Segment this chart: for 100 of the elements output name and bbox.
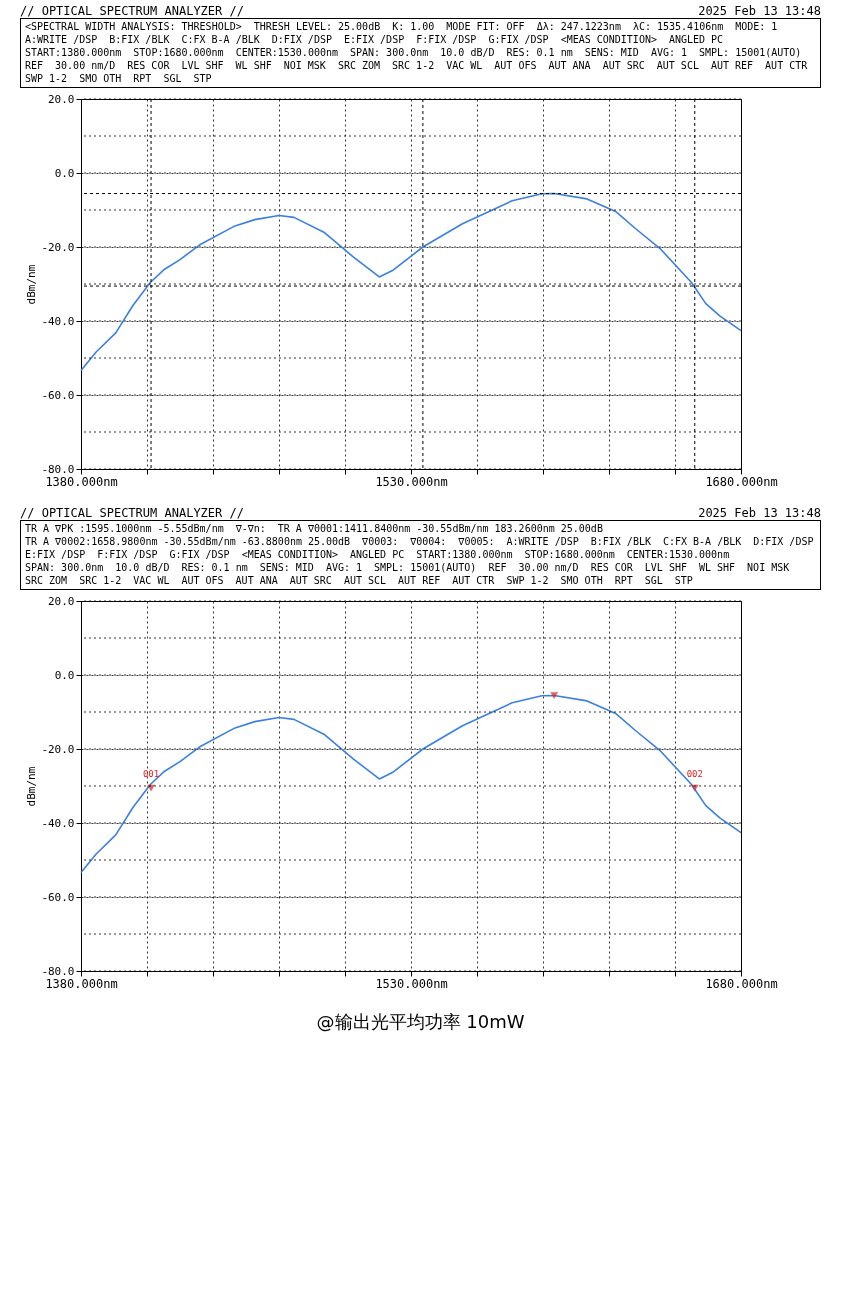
text: VAC WL xyxy=(446,60,483,72)
text: START:1380.000nm xyxy=(25,47,122,59)
text: TR A ∇0001:1411.8400nm -30.55dBm/nm 183.2600nm 25.00dB xyxy=(277,523,603,535)
y-tick-label: -40.0 xyxy=(41,314,75,328)
text: MODE: 1 xyxy=(735,21,778,33)
text: RES: 0.1 nm xyxy=(506,47,573,59)
text: F:FIX /DSP xyxy=(416,34,477,46)
text: C:FX B-A /BLK xyxy=(662,536,742,548)
text: G:FIX /DSP xyxy=(488,34,549,46)
text: ANGLED PC xyxy=(668,34,724,46)
text: SMPL: 15001(AUTO) xyxy=(374,562,477,574)
text: A:WRITE /DSP xyxy=(25,34,98,46)
text: <SPECTRAL WIDTH ANALYSIS: THRESHOLD> xyxy=(25,21,242,33)
text: CENTER:1530.000nm xyxy=(235,47,338,59)
text: SPAN: 300.0nm xyxy=(350,47,429,59)
text: STP xyxy=(674,575,693,587)
text: SPAN: 300.0nm xyxy=(25,562,104,574)
text: Δλ: 247.1223nm xyxy=(536,21,621,33)
y-tick-label: 20.0 xyxy=(48,92,75,106)
x-tick-label: 1530.000nm xyxy=(375,976,448,991)
text: LVL SHF xyxy=(181,60,224,72)
chart-title: // OPTICAL SPECTRUM ANALYZER // xyxy=(20,506,244,520)
text: RPT xyxy=(133,73,152,85)
text: STOP:1680.000nm xyxy=(524,549,615,561)
line-series xyxy=(80,192,742,372)
text: RES COR xyxy=(590,562,633,574)
text: 10.0 dB/D xyxy=(440,47,495,59)
text: AVG: 1 xyxy=(650,47,688,59)
y-tick-label: -80.0 xyxy=(41,964,75,978)
y-tick-label: -20.0 xyxy=(41,742,75,756)
text: ∇0003: xyxy=(362,536,399,548)
y-tick-label: 20.0 xyxy=(48,594,75,608)
text: 30.00 nm/D xyxy=(518,562,579,574)
y-axis-title: dBm/nm xyxy=(25,766,39,807)
text: SRC ZOM xyxy=(25,575,68,587)
text: AUT SCL xyxy=(656,60,699,72)
text: ∇0004: xyxy=(410,536,447,548)
text: AUT REF xyxy=(710,60,754,72)
text: SGL xyxy=(163,73,182,85)
x-tick-label: 1530.000nm xyxy=(375,474,448,489)
y-tick-label: -60.0 xyxy=(41,890,75,904)
text: REF xyxy=(25,60,44,72)
text: AUT CTR xyxy=(452,575,495,587)
text: AUT OFS xyxy=(181,575,224,587)
text: SMPL: 15001(AUTO) xyxy=(699,47,802,59)
text: SMO OTH xyxy=(79,73,122,85)
text: THRESH LEVEL: 25.00dB xyxy=(253,21,381,33)
text: START:1380.000nm xyxy=(416,549,513,561)
text: SWP 1-2 xyxy=(506,575,549,587)
text: WL SHF xyxy=(235,60,272,72)
annotation: 002 xyxy=(686,769,703,780)
text: STP xyxy=(193,73,212,85)
text: B:FIX /BLK xyxy=(109,34,170,46)
text: MODE FIT: OFF xyxy=(446,21,525,33)
y-tick-label: -80.0 xyxy=(41,462,75,476)
text: SRC 1-2 xyxy=(392,60,435,72)
text: CENTER:1530.000nm xyxy=(626,549,730,561)
text: TR A ∇PK :1595.1000nm -5.55dBm/nm xyxy=(25,523,224,535)
line-series xyxy=(80,694,742,874)
text: λC: 1535.4106nm xyxy=(632,21,724,33)
x-tick-label: 1680.000nm xyxy=(705,474,778,489)
text: ∇0005: xyxy=(458,536,495,548)
text: E:FIX /DSP xyxy=(25,549,86,561)
text: @输出光平均功率 10mW xyxy=(315,1010,526,1034)
text: SENS: MID xyxy=(259,562,314,574)
text: AVG: 1 xyxy=(325,562,363,574)
text: E:FIX /DSP xyxy=(343,34,405,46)
text: AUT ANA xyxy=(235,575,278,587)
text: VAC WL xyxy=(133,575,170,587)
text: B:FIX /BLK xyxy=(590,536,651,548)
y-tick-label: -40.0 xyxy=(41,816,75,830)
y-axis-title: dBm/nm xyxy=(25,264,39,305)
text: SGL xyxy=(644,575,663,587)
text: RPT xyxy=(614,575,633,587)
text: K: 1.00 xyxy=(392,21,435,33)
chart-title: // OPTICAL SPECTRUM ANALYZER // xyxy=(20,4,244,18)
text: <MEAS CONDITION> xyxy=(560,34,657,46)
y-tick-label: -20.0 xyxy=(41,240,75,254)
text: NOI MSK xyxy=(283,60,326,72)
text: SRC ZOM xyxy=(337,60,381,72)
text: ANGLED PC xyxy=(349,549,405,561)
text: WL SHF xyxy=(698,562,736,574)
x-tick-label: 1680.000nm xyxy=(705,976,778,991)
text: D:FIX /DSP xyxy=(271,34,332,46)
chart-subtitle: 2025 Feb 13 13:48 xyxy=(698,4,821,18)
text: <MEAS CONDITION> xyxy=(241,549,338,561)
text: ∇-∇n: xyxy=(235,523,266,535)
text: 10.0 dB/D xyxy=(115,562,170,574)
text: SMO OTH xyxy=(560,575,603,587)
text: C:FX B-A /BLK xyxy=(181,34,260,46)
x-tick-label: 1380.000nm xyxy=(45,976,118,991)
text: SWP 1-2 xyxy=(25,73,68,85)
text: G:FIX /DSP xyxy=(169,549,230,561)
x-tick-label: 1380.000nm xyxy=(45,474,118,489)
text: LVL SHF xyxy=(644,562,687,574)
text: AUT ANA xyxy=(548,60,591,72)
chart-subtitle: 2025 Feb 13 13:48 xyxy=(698,506,821,520)
annotation: 001 xyxy=(142,769,160,780)
text: STOP:1680.000nm xyxy=(133,47,224,59)
text: RES COR xyxy=(127,60,170,72)
